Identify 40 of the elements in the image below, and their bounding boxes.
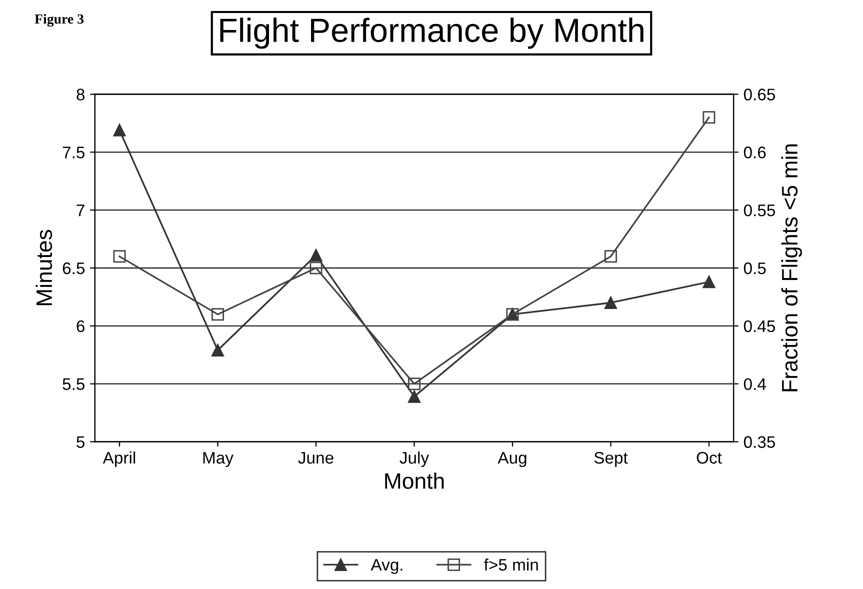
- point: [310, 262, 322, 274]
- y2-tick-label: 0.6: [744, 146, 766, 158]
- x-tick-label: Oct: [696, 452, 722, 464]
- y-tick-label: 7.5: [62, 146, 85, 158]
- point: [604, 296, 617, 309]
- x-tick-label: May: [203, 452, 234, 468]
- y2-axis-title: Fraction of Flights <5 min: [781, 144, 802, 392]
- point: [113, 250, 126, 263]
- y2-tick-label: 0.65: [744, 88, 776, 100]
- legend-label: f>5 min: [484, 558, 538, 571]
- x-tick-label: Sept: [594, 452, 628, 468]
- x-axis-title: Month: [385, 472, 444, 489]
- legend-label: Avg.: [370, 559, 402, 574]
- y-tick-label: 6: [76, 320, 84, 332]
- caption: Figure 3: [34, 14, 84, 27]
- point: [113, 124, 126, 136]
- y2-tick-label: 0.35: [744, 436, 776, 448]
- point: [211, 308, 224, 321]
- chart-title: Flight Performance by Month: [220, 18, 644, 49]
- y-tick-label: 5.5: [62, 378, 85, 390]
- y-tick-label: 8: [76, 88, 84, 100]
- x-tick-label: Aug: [498, 452, 526, 468]
- point: [702, 111, 716, 124]
- x-tick-label: April: [102, 451, 136, 468]
- point: [408, 378, 420, 390]
- y-axis-title: Minutes: [36, 230, 52, 306]
- y2-tick-label: 0.55: [744, 204, 776, 216]
- y2-tick-label: 0.5: [744, 262, 766, 274]
- point: [702, 276, 716, 288]
- y-tick-label: 7: [76, 204, 84, 216]
- x-tick-label: June: [298, 452, 334, 464]
- x-tick-label: July: [400, 451, 430, 468]
- point: [211, 344, 224, 356]
- point: [310, 249, 322, 262]
- y2-tick-label: 0.4: [744, 378, 766, 390]
- point: [408, 390, 420, 403]
- point: [604, 250, 617, 263]
- y2-tick-label: 0.45: [744, 320, 776, 332]
- y-tick-label: 5: [76, 436, 85, 448]
- y-tick-label: 6.5: [62, 262, 85, 274]
